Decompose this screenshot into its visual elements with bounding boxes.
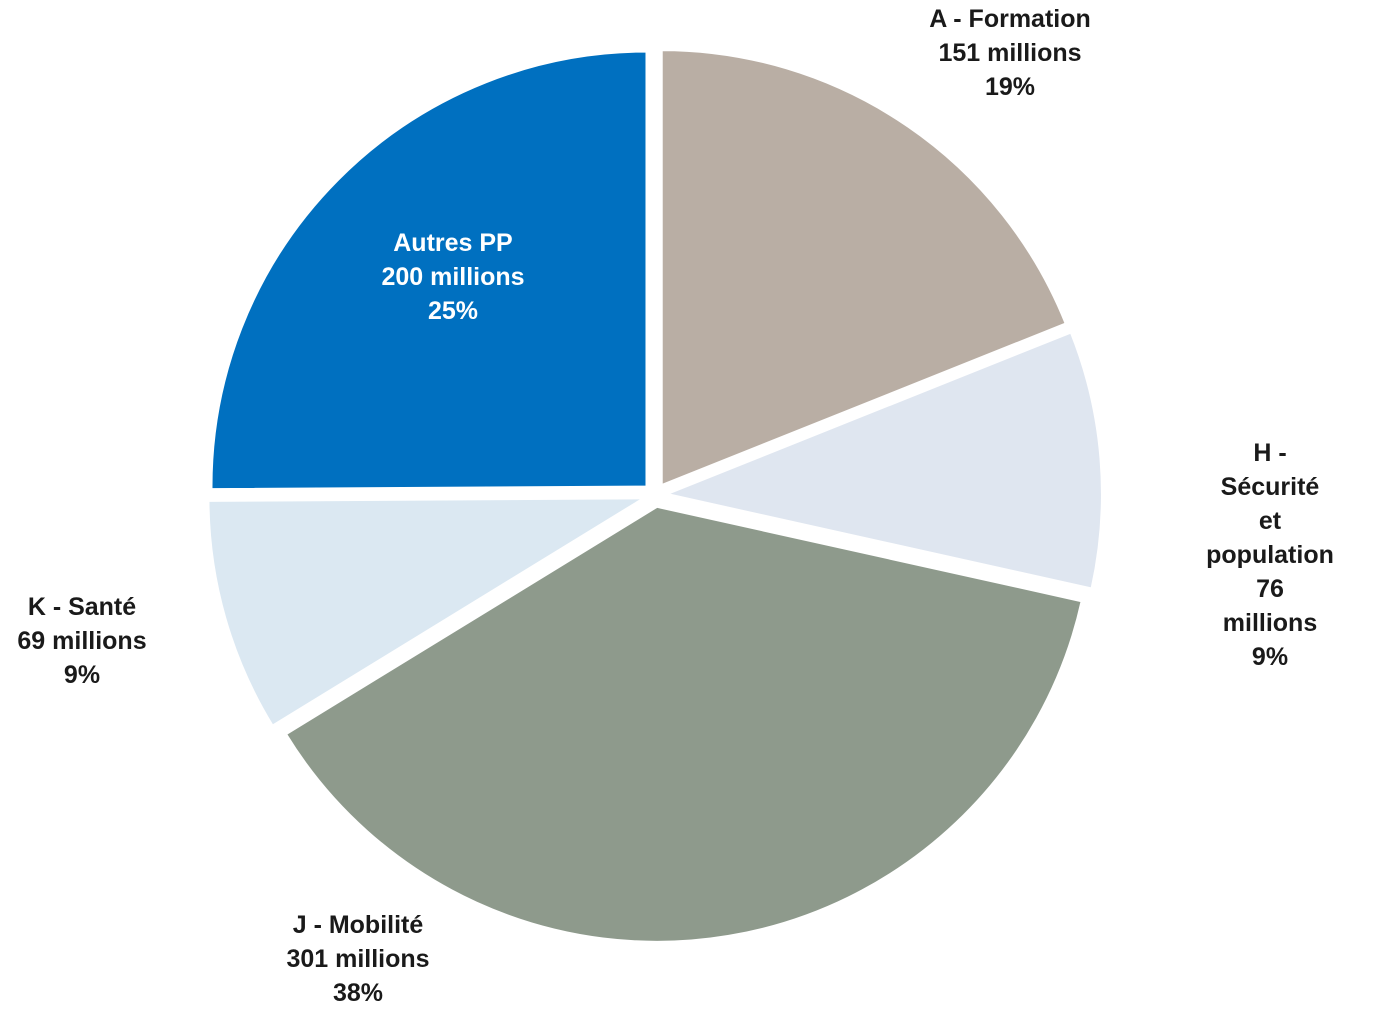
slice-label: Autres PP 200 millions 25% (381, 226, 524, 328)
percentage-label: 25% (427, 297, 479, 325)
pie-slice (284, 505, 1083, 943)
slice-label: A - Formation 151 millions 19% (929, 2, 1091, 104)
value-label: 200 millions (381, 263, 525, 291)
slice-label: H - Sécurité et population 76 millions 9% (1206, 436, 1334, 674)
value-label: 69 millions (17, 627, 147, 655)
pie-slice (210, 50, 648, 491)
slice-label: K - Santé 69 millions 9% (17, 590, 146, 692)
pie-slice (660, 49, 1067, 487)
category: H - Sécurité et population (1206, 439, 1334, 569)
percentage-label: 19% (984, 73, 1036, 101)
percentage-label: 38% (332, 979, 384, 1007)
percentage-label: 9% (1251, 643, 1289, 671)
value-label: 76 millions (1222, 575, 1318, 637)
category: K - Santé (27, 593, 137, 621)
category: A - Formation (929, 5, 1091, 33)
pie-slice (663, 331, 1103, 590)
value-label: 301 millions (286, 945, 430, 973)
category: Autres PP (393, 229, 513, 257)
category: J - Mobilité (292, 911, 424, 939)
percentage-label: 9% (63, 661, 101, 689)
pie-slice (207, 497, 648, 727)
value-label: 151 millions (938, 39, 1082, 67)
slice-label: J - Mobilité 301 millions 38% (286, 908, 429, 1010)
